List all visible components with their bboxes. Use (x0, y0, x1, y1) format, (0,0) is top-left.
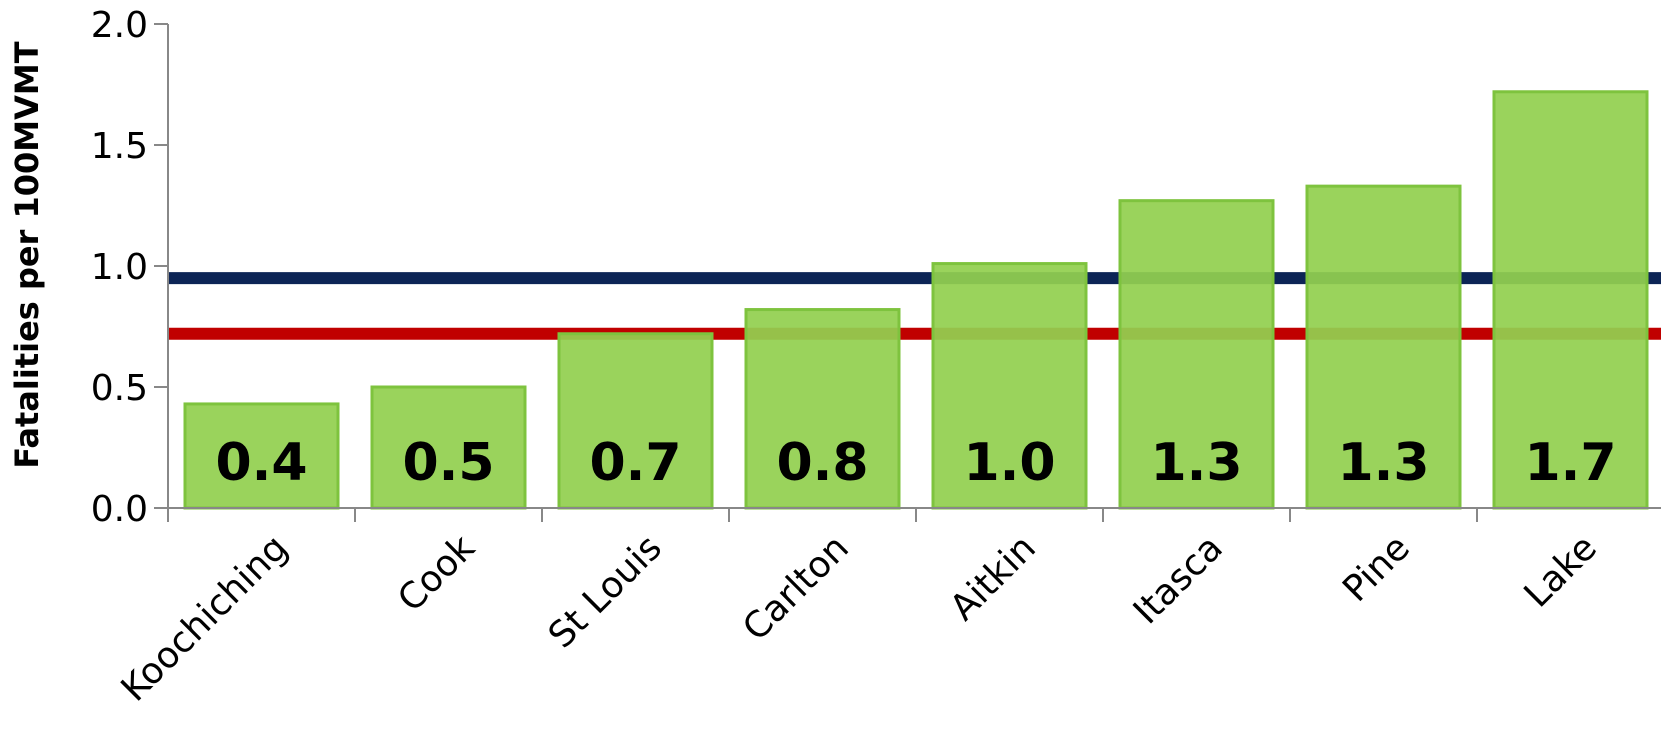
y-tick-label: 0.0 (91, 489, 148, 530)
x-tick-label: Aitkin (942, 527, 1043, 628)
x-tick-label: Cook (390, 527, 483, 620)
bars (183, 90, 1649, 510)
x-tick-label: Pine (1335, 527, 1418, 610)
y-tick-label: 0.5 (91, 368, 148, 409)
data-label: 0.8 (776, 433, 868, 493)
bar-st-louis (557, 332, 714, 510)
bar-cook (370, 385, 527, 510)
x-tick-label: Koochiching (114, 527, 296, 709)
y-tick-label: 1.0 (91, 247, 148, 288)
x-tick-label: Lake (1517, 527, 1605, 615)
x-tick-label: Carlton (735, 527, 857, 649)
y-tick-label: 2.0 (91, 5, 148, 46)
axes (154, 23, 1661, 522)
bar-pine (1305, 184, 1462, 510)
bar-koochiching (183, 402, 340, 510)
data-label: 0.5 (402, 433, 494, 493)
bar-carlton (744, 308, 901, 510)
data-labels: 0.4 0.5 0.7 0.8 1.0 1.3 1.3 1.7 (215, 433, 1616, 493)
x-tick-label: St Louis (541, 527, 670, 656)
y-tick-label: 1.5 (91, 126, 148, 167)
bar-itasca (1118, 199, 1275, 510)
data-label: 1.0 (963, 433, 1055, 493)
bar-aitkin (931, 262, 1088, 510)
data-label: 1.7 (1524, 433, 1616, 493)
data-label: 1.3 (1150, 433, 1242, 493)
x-tick-label: Itasca (1126, 527, 1231, 632)
data-label: 0.7 (589, 433, 681, 493)
y-axis-label: Fatalities per 100MVMT (8, 41, 46, 468)
data-label: 0.4 (215, 433, 307, 493)
data-label: 1.3 (1337, 433, 1429, 493)
